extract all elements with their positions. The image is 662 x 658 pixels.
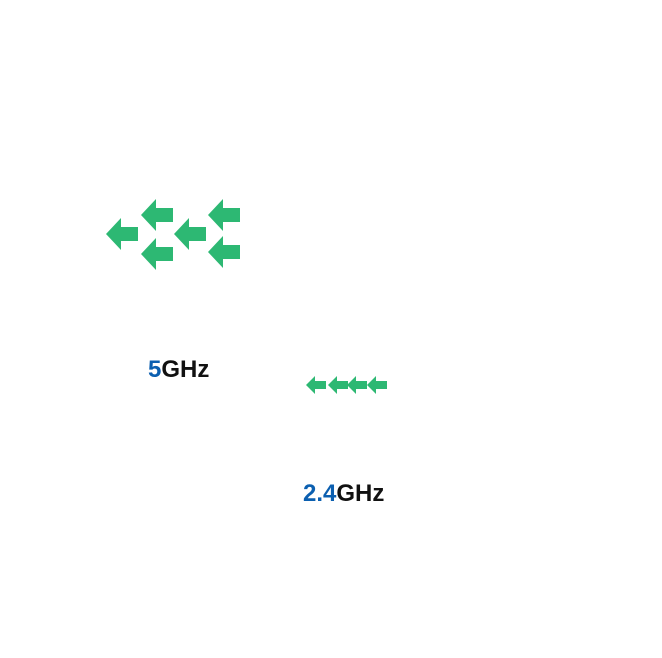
band-number: 5 [148, 356, 162, 383]
band-number: 2.4 [303, 480, 337, 507]
arrow-left-icon [141, 199, 173, 231]
arrow-left-icon [328, 376, 348, 394]
arrow-left-icon [106, 218, 138, 250]
arrow-left-icon [208, 236, 240, 268]
band-label-5ghz: 5GHz [148, 356, 209, 384]
band-label-2-4ghz: 2.4GHz [303, 480, 384, 508]
arrow-left-icon [367, 376, 387, 394]
arrow-left-icon [174, 218, 206, 250]
band-unit: GHz [336, 480, 385, 507]
arrow-left-icon [306, 376, 326, 394]
arrow-left-icon [208, 199, 240, 231]
arrow-left-icon [347, 376, 367, 394]
arrow-left-icon [141, 238, 173, 270]
band-unit: GHz [161, 356, 210, 383]
